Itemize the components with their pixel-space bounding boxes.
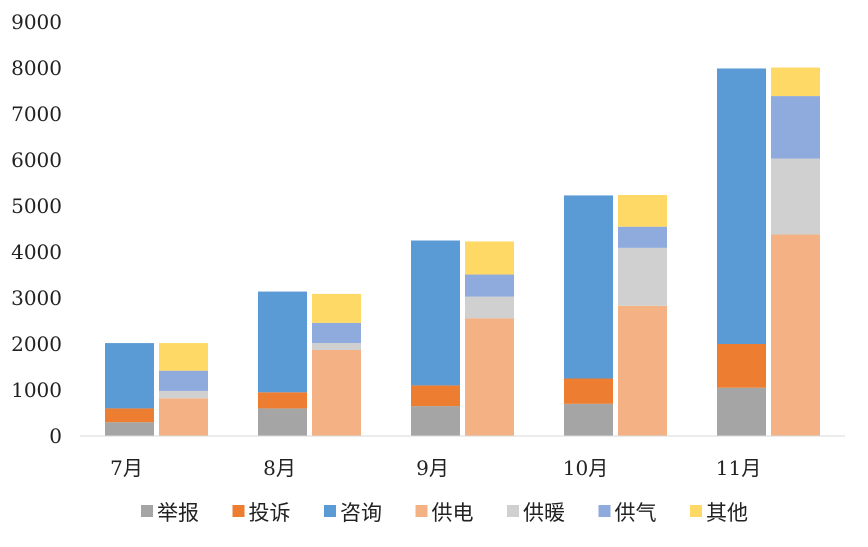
bar-segment xyxy=(312,343,361,350)
legend-swatch xyxy=(690,505,702,517)
x-tick-label: 10月 xyxy=(563,456,608,480)
bar-segment xyxy=(105,343,154,409)
bar-segment xyxy=(312,349,361,436)
bar-segment xyxy=(717,344,766,388)
bar-segment xyxy=(105,422,154,436)
legend-swatch xyxy=(141,505,153,517)
y-tick-label: 8000 xyxy=(11,56,62,80)
bar-segment xyxy=(258,408,307,436)
bar-segment xyxy=(159,343,208,371)
bar-segment xyxy=(105,408,154,423)
bar-segment xyxy=(618,226,667,248)
bar-segment xyxy=(717,387,766,436)
legend-swatch xyxy=(507,505,519,517)
legend-label: 供电 xyxy=(432,501,474,525)
bar-segment xyxy=(618,194,667,227)
legend-swatch xyxy=(415,505,428,517)
bar-segment xyxy=(465,318,514,436)
bar-segment xyxy=(618,247,667,306)
y-tick-label: 7000 xyxy=(11,102,62,126)
bar-segment xyxy=(159,398,208,436)
legend-label: 咨询 xyxy=(340,501,382,525)
legend-label: 投诉 xyxy=(249,501,291,525)
bar-segment xyxy=(771,67,820,97)
bar-segment xyxy=(771,96,820,159)
y-axis: 0 1000 2000 3000 4000 5000 6000 7000 8000 9000 xyxy=(11,10,62,448)
legend-item: 供气 xyxy=(598,501,657,525)
legend-item: 咨询 xyxy=(324,501,382,525)
x-tick-label: 8月 xyxy=(263,456,296,480)
bar-segment xyxy=(411,406,460,436)
y-tick-label: 3000 xyxy=(11,286,62,310)
legend-label: 供气 xyxy=(615,501,657,525)
x-tick-label: 9月 xyxy=(416,456,449,480)
legend-label: 其他 xyxy=(706,501,748,525)
x-axis: 7月 8月 9月 10月 11月 xyxy=(110,456,761,480)
bar-segment xyxy=(564,195,613,379)
y-tick-label: 4000 xyxy=(11,240,62,264)
bar-segment xyxy=(465,241,514,275)
y-tick-label: 1000 xyxy=(11,378,62,402)
bar-segment xyxy=(771,158,820,235)
bar-segment xyxy=(258,392,307,409)
legend-label: 供暖 xyxy=(523,501,565,525)
legend: 举报 投诉 咨询 供电 供暖 供气 其他 xyxy=(141,501,748,525)
legend-item: 供暖 xyxy=(507,501,565,525)
bar-segment xyxy=(312,322,361,344)
bar-segment xyxy=(465,274,514,297)
bar-segment xyxy=(258,291,307,393)
bars xyxy=(105,67,820,436)
bar-segment xyxy=(717,68,766,345)
y-tick-label: 6000 xyxy=(11,148,62,172)
bar-segment xyxy=(618,305,667,436)
bar-segment xyxy=(411,240,460,386)
legend-swatch xyxy=(324,505,336,517)
legend-item: 供电 xyxy=(415,501,474,525)
legend-swatch xyxy=(232,505,245,517)
bar-segment xyxy=(564,378,613,404)
bar-segment xyxy=(159,390,208,399)
legend-item: 举报 xyxy=(141,501,199,525)
y-tick-label: 5000 xyxy=(11,194,62,218)
y-tick-label: 2000 xyxy=(11,332,62,356)
legend-item: 其他 xyxy=(690,501,748,525)
y-tick-label: 9000 xyxy=(11,10,62,34)
x-tick-label: 11月 xyxy=(716,456,761,480)
bar-segment xyxy=(159,370,208,391)
bar-segment xyxy=(564,403,613,436)
legend-label: 举报 xyxy=(157,501,199,525)
legend-swatch xyxy=(598,505,611,517)
bar-segment xyxy=(465,296,514,319)
y-tick-label: 0 xyxy=(49,424,62,448)
legend-item: 投诉 xyxy=(232,501,291,525)
bar-segment xyxy=(312,293,361,323)
bar-segment xyxy=(411,385,460,407)
x-tick-label: 7月 xyxy=(110,456,143,480)
bar-segment xyxy=(771,234,820,436)
